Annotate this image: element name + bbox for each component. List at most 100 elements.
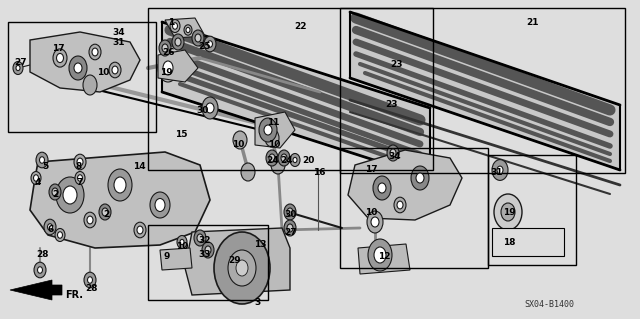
Polygon shape (158, 50, 198, 82)
Ellipse shape (264, 125, 272, 135)
Ellipse shape (33, 175, 38, 181)
Ellipse shape (170, 19, 180, 33)
Ellipse shape (236, 260, 248, 276)
Ellipse shape (397, 201, 403, 209)
Polygon shape (255, 112, 295, 148)
Text: 27: 27 (284, 228, 296, 237)
Ellipse shape (411, 166, 429, 190)
Text: 24: 24 (280, 156, 292, 165)
Text: 21: 21 (526, 18, 538, 27)
Bar (340, 148, 488, 268)
Polygon shape (30, 152, 210, 248)
Ellipse shape (159, 40, 171, 56)
Ellipse shape (184, 25, 192, 35)
Bar (148, 8, 433, 170)
Ellipse shape (293, 157, 297, 163)
Text: 11: 11 (267, 118, 280, 127)
Text: SX04-B1400: SX04-B1400 (524, 300, 574, 309)
Ellipse shape (206, 103, 214, 113)
Polygon shape (30, 32, 140, 92)
Text: 34: 34 (112, 28, 125, 37)
Ellipse shape (269, 154, 275, 162)
Ellipse shape (290, 153, 300, 167)
Text: 19: 19 (160, 68, 173, 77)
Ellipse shape (162, 44, 168, 52)
Ellipse shape (31, 172, 41, 184)
Text: 10: 10 (232, 140, 244, 149)
Text: 2: 2 (52, 190, 58, 199)
Polygon shape (10, 280, 62, 300)
Polygon shape (350, 12, 620, 170)
Ellipse shape (175, 38, 181, 46)
Bar (488, 155, 576, 265)
Ellipse shape (49, 184, 61, 200)
Ellipse shape (38, 267, 42, 273)
Text: 13: 13 (254, 240, 266, 249)
Ellipse shape (367, 211, 383, 233)
Polygon shape (358, 244, 410, 274)
Text: 22: 22 (294, 22, 307, 31)
Polygon shape (165, 18, 205, 38)
Ellipse shape (205, 246, 211, 254)
Ellipse shape (416, 173, 424, 183)
Ellipse shape (233, 131, 247, 149)
Text: 31: 31 (112, 38, 125, 47)
Text: 31: 31 (490, 168, 502, 177)
Ellipse shape (92, 48, 98, 56)
Ellipse shape (112, 66, 118, 74)
Ellipse shape (497, 166, 503, 174)
Ellipse shape (271, 156, 285, 174)
Text: 8: 8 (76, 162, 83, 171)
Ellipse shape (287, 208, 293, 216)
Text: 7: 7 (76, 178, 83, 187)
Ellipse shape (109, 62, 121, 78)
Ellipse shape (287, 224, 293, 232)
Ellipse shape (150, 192, 170, 218)
Polygon shape (162, 22, 430, 178)
Bar (340, 8, 625, 173)
Bar (148, 225, 268, 300)
Text: 19: 19 (503, 208, 516, 217)
Ellipse shape (180, 239, 184, 245)
Ellipse shape (259, 118, 277, 142)
Ellipse shape (173, 23, 177, 29)
Ellipse shape (202, 242, 214, 258)
Ellipse shape (177, 235, 187, 249)
Ellipse shape (228, 250, 256, 286)
Ellipse shape (84, 272, 96, 288)
Ellipse shape (47, 224, 52, 230)
Text: 3: 3 (254, 298, 260, 307)
Ellipse shape (394, 197, 406, 213)
Ellipse shape (501, 203, 515, 221)
Ellipse shape (99, 204, 111, 220)
Text: 24: 24 (266, 156, 278, 165)
Ellipse shape (172, 34, 184, 50)
Ellipse shape (214, 232, 270, 304)
Text: 5: 5 (42, 162, 48, 171)
Text: 30: 30 (284, 210, 296, 219)
Text: 30: 30 (196, 106, 209, 115)
Ellipse shape (284, 220, 296, 236)
Ellipse shape (84, 212, 96, 228)
Polygon shape (224, 248, 258, 272)
Ellipse shape (202, 97, 218, 119)
Ellipse shape (281, 154, 287, 162)
Ellipse shape (368, 239, 392, 271)
Ellipse shape (390, 149, 396, 157)
Ellipse shape (34, 262, 46, 278)
Text: 33: 33 (198, 250, 211, 259)
Ellipse shape (88, 277, 93, 283)
Ellipse shape (52, 188, 58, 196)
Ellipse shape (75, 172, 85, 184)
Text: 16: 16 (313, 168, 326, 177)
Text: 6: 6 (48, 225, 54, 234)
Ellipse shape (87, 216, 93, 224)
Ellipse shape (108, 169, 132, 201)
Text: 29: 29 (228, 256, 241, 265)
Text: 18: 18 (503, 238, 515, 247)
Polygon shape (185, 228, 290, 295)
Ellipse shape (58, 232, 63, 238)
Text: 2: 2 (103, 210, 109, 219)
Text: 15: 15 (175, 130, 188, 139)
Ellipse shape (56, 54, 63, 63)
